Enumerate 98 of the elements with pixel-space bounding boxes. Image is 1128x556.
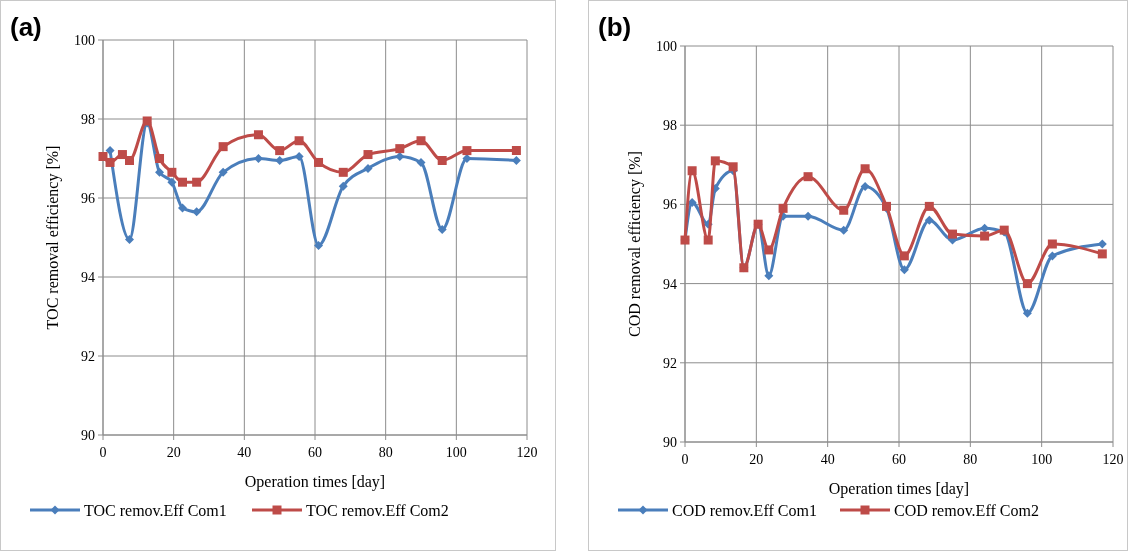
y-tick-label: 92 (663, 355, 677, 371)
point (803, 211, 813, 221)
point (416, 157, 426, 167)
legend-label: TOC remov.Eff Com2 (306, 501, 449, 519)
point (314, 240, 324, 250)
point (1047, 251, 1057, 261)
x-tick-label: 60 (308, 445, 322, 460)
chart-title: (a) (10, 12, 42, 42)
point (687, 166, 697, 176)
point (167, 167, 177, 177)
x-tick-label: 40 (820, 452, 835, 467)
point (253, 154, 263, 163)
point (275, 155, 285, 165)
legend-label: COD remov.Eff Com2 (894, 501, 1039, 519)
point (1047, 239, 1057, 249)
x-tick-label: 0 (681, 452, 689, 467)
y-tick-label: 90 (663, 434, 677, 450)
x-axis-title: Operation times [day] (828, 480, 970, 498)
point (511, 155, 521, 165)
chart-title: (b) (598, 12, 632, 42)
x-tick-label: 100 (1031, 452, 1053, 467)
point (294, 152, 304, 162)
point (1022, 308, 1032, 318)
point (764, 245, 774, 255)
point (294, 136, 304, 146)
x-tick-label: 0 (99, 445, 107, 460)
legend-label: TOC remov.Eff Com1 (84, 501, 227, 519)
point (728, 162, 738, 172)
x-tick-label: 120 (516, 445, 538, 460)
point (860, 182, 870, 192)
point (778, 203, 788, 213)
point (253, 130, 263, 140)
point (338, 167, 348, 177)
x-tick-label: 40 (237, 445, 252, 460)
point (167, 177, 177, 187)
point (764, 271, 774, 281)
legend-label: COD remov.Eff Com1 (672, 501, 817, 519)
point (1022, 279, 1032, 289)
point (839, 205, 849, 215)
point (462, 146, 472, 156)
y-tick-label: 100 (656, 38, 677, 54)
point (395, 144, 405, 154)
x-tick-label: 60 (892, 452, 906, 467)
y-tick-label: 98 (81, 111, 95, 127)
point (511, 146, 521, 156)
point (948, 229, 957, 239)
point (117, 150, 127, 160)
point (1097, 249, 1107, 259)
y-tick-label: 96 (81, 190, 95, 206)
x-tick-label: 20 (749, 452, 764, 467)
y-tick-label: 98 (663, 118, 677, 134)
point (924, 215, 934, 225)
point (437, 155, 447, 165)
point (839, 225, 849, 235)
point (314, 157, 324, 167)
y-tick-label: 94 (81, 269, 95, 285)
x-tick-label: 80 (963, 452, 978, 467)
point (125, 234, 134, 244)
y-tick-label: 90 (81, 427, 95, 443)
point (980, 231, 990, 241)
point (338, 181, 348, 191)
x-tick-label: 120 (1102, 452, 1124, 467)
y-tick-label: 100 (74, 32, 95, 48)
x-tick-label: 80 (378, 445, 393, 460)
point (275, 146, 285, 156)
y-tick-label: 94 (663, 276, 677, 292)
point (218, 167, 228, 177)
point (860, 164, 870, 174)
y-tick-label: 92 (81, 348, 95, 364)
point (218, 142, 228, 152)
point (192, 207, 202, 217)
point (192, 177, 202, 187)
point (899, 265, 909, 275)
y-tick-label: 96 (663, 197, 677, 213)
point (98, 152, 108, 162)
point (363, 163, 373, 173)
point (462, 154, 472, 163)
point (416, 136, 426, 146)
y-axis-title: COD removal efficiency [%] (626, 151, 644, 337)
point (395, 152, 405, 162)
point (703, 235, 713, 245)
point (803, 172, 813, 182)
x-axis-title: Operation times [day] (244, 473, 386, 491)
x-tick-label: 100 (445, 445, 467, 460)
y-axis-title: TOC removal efficiency [%] (44, 145, 62, 330)
point (155, 154, 165, 163)
point (155, 167, 165, 177)
point (710, 156, 720, 166)
point (924, 201, 934, 211)
x-tick-label: 20 (166, 445, 181, 460)
point (125, 155, 134, 165)
point (363, 150, 373, 160)
point (178, 177, 187, 187)
point (899, 251, 909, 261)
point (105, 146, 115, 156)
point (437, 225, 447, 235)
point (178, 203, 187, 213)
point (105, 157, 115, 167)
